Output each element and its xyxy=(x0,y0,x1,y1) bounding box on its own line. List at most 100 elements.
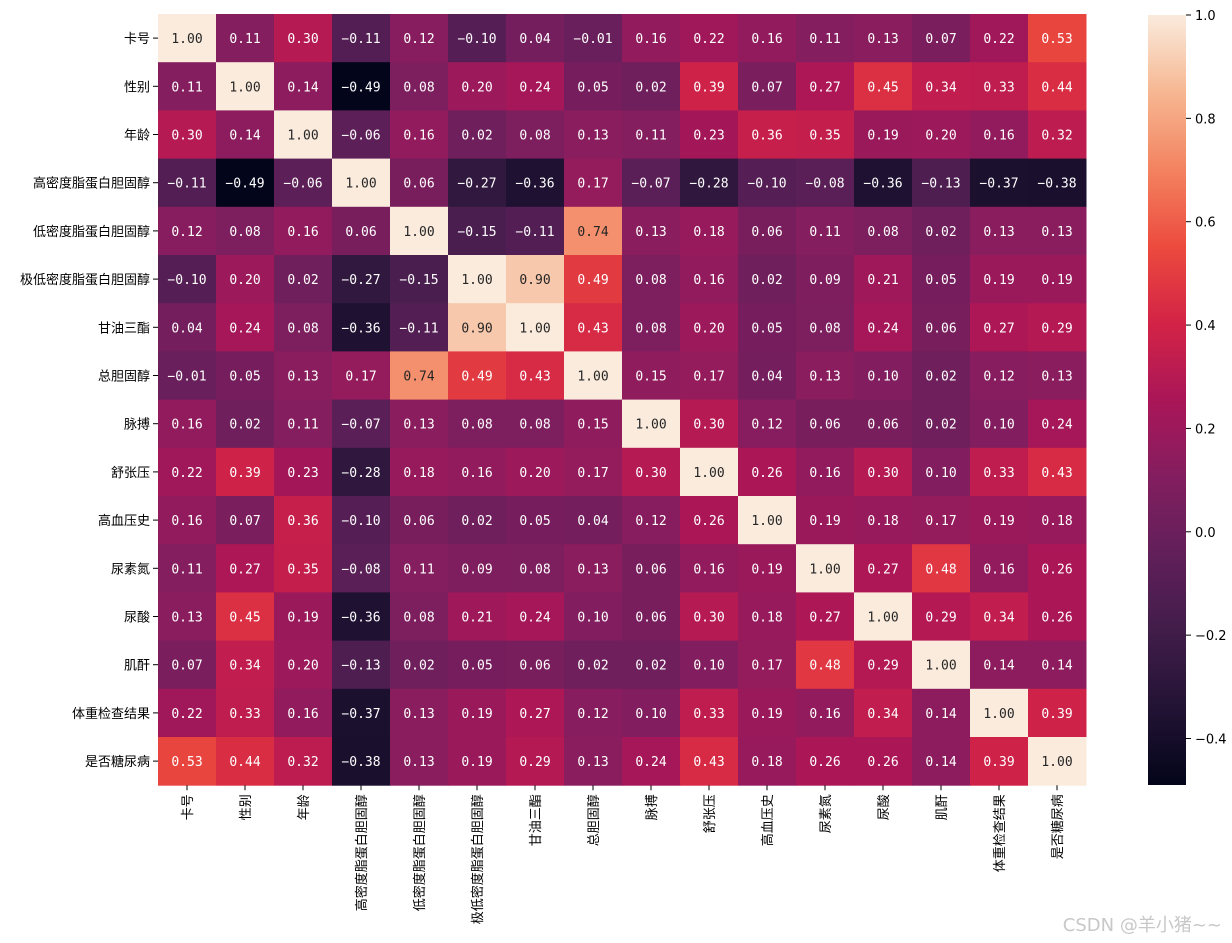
heatmap-cell xyxy=(970,303,1029,352)
heatmap-cell xyxy=(274,255,333,304)
heatmap-cell xyxy=(622,110,681,160)
heatmap-cell-value: 0.14 xyxy=(925,707,956,722)
heatmap-cell-value: 0.09 xyxy=(461,562,492,577)
heatmap-cell-value: 0.13 xyxy=(635,225,666,240)
heatmap-cell xyxy=(854,303,913,352)
heatmap-cell-value: 0.15 xyxy=(635,370,666,385)
heatmap-cell-value: 0.02 xyxy=(751,273,782,288)
column-label: 低密度脂蛋白胆固醇 xyxy=(412,794,428,911)
heatmap-cell xyxy=(854,399,913,449)
heatmap-cell-value: 0.20 xyxy=(693,321,724,336)
row-label: 体重检查结果 xyxy=(72,706,150,722)
heatmap-cell xyxy=(332,110,391,160)
heatmap-cell xyxy=(854,255,913,304)
heatmap-cell-value: −0.01 xyxy=(167,370,206,385)
heatmap-cell xyxy=(738,640,797,690)
heatmap-cell xyxy=(506,737,565,786)
heatmap-cell xyxy=(970,737,1029,786)
heatmap-cell-value: 0.08 xyxy=(519,418,550,433)
heatmap-cell-value: 0.12 xyxy=(577,707,608,722)
heatmap-cell xyxy=(332,592,391,642)
heatmap-cell xyxy=(738,737,797,786)
heatmap-cell xyxy=(1028,62,1087,111)
heatmap-cell-value: 1.00 xyxy=(693,466,724,481)
heatmap-cell-value: −0.11 xyxy=(399,321,438,336)
heatmap-cell xyxy=(274,110,333,160)
heatmap-cell xyxy=(390,592,449,642)
heatmap-cell xyxy=(912,399,971,449)
heatmap-cell-value: −0.49 xyxy=(225,177,264,192)
heatmap-cell xyxy=(332,688,391,738)
heatmap-cell-value: 0.10 xyxy=(635,707,666,722)
heatmap-cell xyxy=(854,640,913,690)
heatmap-cell-value: 0.04 xyxy=(751,370,782,385)
heatmap-cell xyxy=(158,351,217,401)
heatmap-cell-value: 0.17 xyxy=(751,659,782,674)
heatmap-cell-value: 0.26 xyxy=(751,466,782,481)
heatmap-cell-value: 1.00 xyxy=(171,32,202,47)
heatmap-cell-value: 0.11 xyxy=(809,32,840,47)
heatmap-cell xyxy=(564,14,623,63)
heatmap-cell-value: 0.30 xyxy=(635,466,666,481)
heatmap-cell xyxy=(796,303,855,352)
heatmap-cell-value: 0.08 xyxy=(519,562,550,577)
heatmap-cell-value: 0.29 xyxy=(1041,321,1072,336)
heatmap-cell xyxy=(564,62,623,111)
heatmap-cell-value: 0.06 xyxy=(403,177,434,192)
heatmap-cell-value: 0.16 xyxy=(635,32,666,47)
heatmap-cell-value: 0.26 xyxy=(809,755,840,770)
heatmap-cell-value: 0.27 xyxy=(983,321,1014,336)
heatmap-cell-value: 0.24 xyxy=(635,755,666,770)
heatmap-cell-value: 0.14 xyxy=(925,755,956,770)
heatmap-cell xyxy=(564,255,623,304)
heatmap-cell xyxy=(390,737,449,786)
heatmap-cell xyxy=(680,544,739,593)
heatmap-cell xyxy=(912,447,971,497)
heatmap-cell xyxy=(1028,303,1087,352)
heatmap-cell xyxy=(216,592,275,642)
heatmap-cell xyxy=(332,640,391,690)
heatmap-cell-value: 0.10 xyxy=(693,659,724,674)
heatmap-cell-value: 0.14 xyxy=(983,659,1014,674)
heatmap-cell xyxy=(448,737,507,786)
colorbar-tick-label: −0.4 xyxy=(1195,732,1227,747)
heatmap-cell xyxy=(970,351,1029,401)
column-label: 尿素氮 xyxy=(819,794,834,833)
heatmap-cell-value: −0.36 xyxy=(515,177,554,192)
heatmap-cell-value: 0.35 xyxy=(287,562,318,577)
heatmap-cell-value: 0.11 xyxy=(171,80,202,95)
column-label: 甘油三酯 xyxy=(529,794,544,846)
heatmap-cell-value: 0.04 xyxy=(577,514,608,529)
heatmap-cell xyxy=(796,592,855,642)
heatmap-cell-value: 0.34 xyxy=(983,611,1014,626)
heatmap-cell-value: 0.18 xyxy=(693,225,724,240)
column-label: 高密度脂蛋白胆固醇 xyxy=(354,794,370,911)
heatmap-cell xyxy=(390,544,449,593)
heatmap-cell-value: 0.39 xyxy=(229,466,260,481)
heatmap-cell xyxy=(854,110,913,160)
heatmap-cell-value: −0.15 xyxy=(399,273,438,288)
heatmap-cell xyxy=(332,544,391,593)
heatmap-cell-value: −0.06 xyxy=(283,177,322,192)
heatmap-cell-value: 0.19 xyxy=(809,514,840,529)
heatmap-cell-value: 1.00 xyxy=(403,225,434,240)
heatmap-cell-value: 0.16 xyxy=(983,562,1014,577)
heatmap-cell-value: 1.00 xyxy=(867,611,898,626)
heatmap-cell-value: −0.01 xyxy=(573,32,612,47)
heatmap-cell xyxy=(274,303,333,352)
heatmap-cell xyxy=(970,688,1029,738)
heatmap-cell xyxy=(564,640,623,690)
heatmap-cell xyxy=(680,255,739,304)
heatmap-cell xyxy=(158,255,217,304)
heatmap-cell-value: −0.13 xyxy=(341,659,380,674)
heatmap-cell-value: 0.08 xyxy=(461,418,492,433)
heatmap-cell xyxy=(448,303,507,352)
heatmap-cell-value: 0.10 xyxy=(867,370,898,385)
heatmap-cell-value: 0.21 xyxy=(461,611,492,626)
heatmap-cell-value: 0.02 xyxy=(635,80,666,95)
heatmap-cell-value: 0.08 xyxy=(635,273,666,288)
row-label: 尿素氮 xyxy=(111,562,150,577)
heatmap-cell-value: 0.34 xyxy=(925,80,956,95)
heatmap-cell xyxy=(332,351,391,401)
heatmap-cell xyxy=(1028,688,1087,738)
